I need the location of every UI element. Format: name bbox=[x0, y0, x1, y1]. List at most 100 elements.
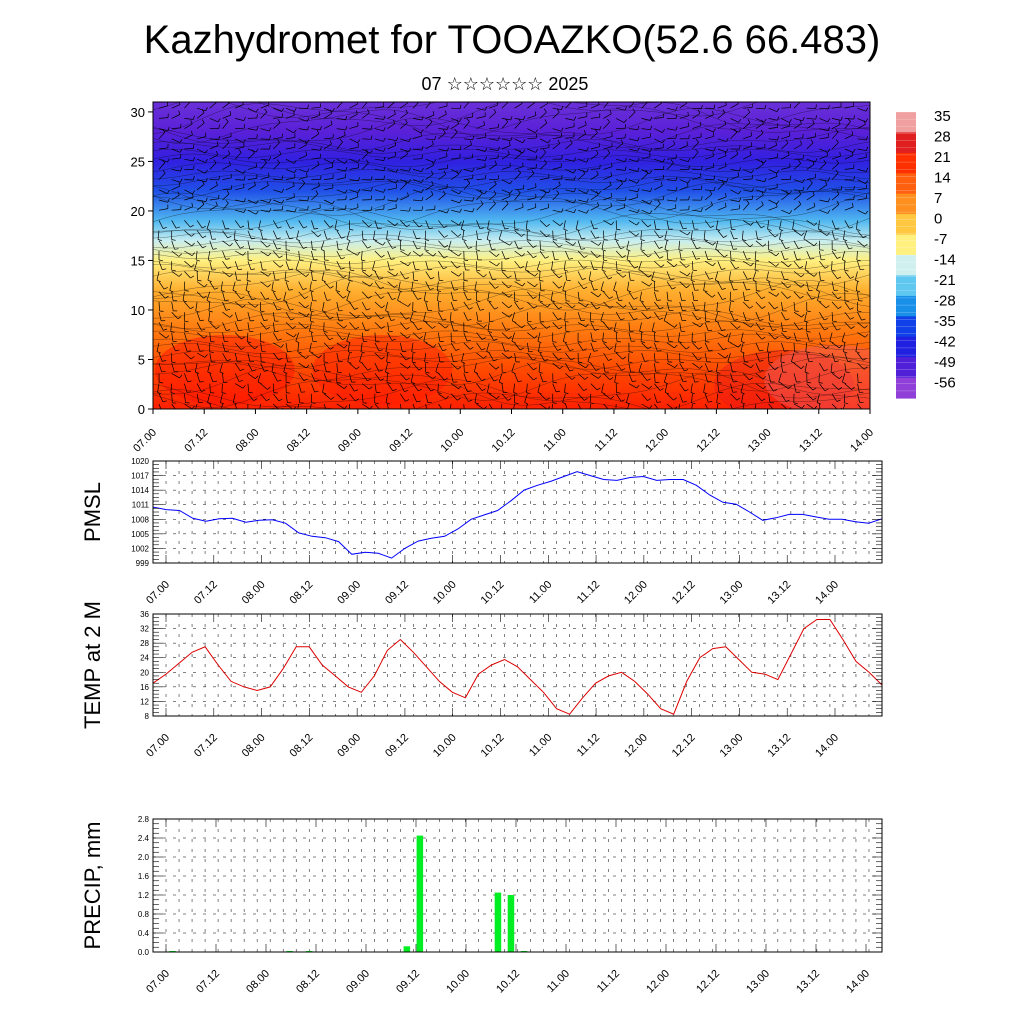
wind-barb-flag bbox=[266, 326, 270, 330]
wind-barb-staff bbox=[588, 271, 592, 281]
wind-barb-flag bbox=[269, 208, 272, 213]
wind-barb bbox=[208, 301, 213, 313]
wind-barb-staff bbox=[654, 158, 663, 163]
wind-barb-staff bbox=[730, 153, 739, 160]
wind-barb bbox=[171, 148, 183, 153]
wind-barb-flag bbox=[243, 208, 246, 213]
wind-barb-flag bbox=[383, 137, 386, 142]
wind-barb bbox=[565, 102, 572, 109]
wind-barb-staff bbox=[424, 240, 427, 250]
wind-barb-staff bbox=[715, 240, 719, 250]
wind-barb bbox=[336, 312, 344, 322]
wind-barb-staff bbox=[400, 362, 408, 369]
wind-barb bbox=[438, 147, 450, 152]
wind-barb-staff bbox=[425, 114, 435, 119]
wind-barb-flag bbox=[691, 402, 696, 405]
wind-barb-flag bbox=[590, 320, 595, 323]
wind-barb-flag bbox=[454, 309, 459, 311]
wind-barb-staff bbox=[436, 281, 439, 291]
wind-barb bbox=[374, 127, 386, 132]
wind-barb-flag bbox=[651, 279, 656, 283]
wind-barb-flag bbox=[542, 148, 547, 153]
wind-barb bbox=[755, 118, 767, 123]
wind-barb-staff bbox=[437, 291, 439, 301]
wind-barb-staff bbox=[577, 373, 586, 380]
wind-barb bbox=[743, 131, 753, 140]
wind-barb-staff bbox=[349, 138, 358, 144]
wind-barb-staff bbox=[616, 199, 626, 201]
wind-barb-staff bbox=[247, 184, 256, 191]
wind-barb-flag bbox=[800, 102, 801, 103]
wind-barb-staff bbox=[730, 373, 734, 383]
wind-barb bbox=[234, 149, 242, 160]
wind-barb-flag bbox=[344, 405, 348, 409]
wind-barb bbox=[260, 383, 271, 390]
wind-barb bbox=[755, 201, 764, 211]
wind-barb-staff bbox=[641, 220, 649, 228]
wind-barb-flag bbox=[509, 314, 513, 318]
wind-barb-staff bbox=[653, 393, 658, 403]
wind-barb-staff bbox=[323, 113, 332, 119]
wind-barb-staff bbox=[639, 291, 642, 301]
wind-barb bbox=[297, 342, 302, 354]
wind-barb bbox=[194, 363, 200, 374]
wind-barb bbox=[209, 322, 220, 330]
wind-barb bbox=[552, 393, 557, 404]
wind-barb bbox=[349, 110, 358, 119]
wind-barb bbox=[158, 301, 164, 312]
wind-barb-staff bbox=[336, 322, 345, 329]
wind-barb bbox=[171, 205, 182, 211]
wind-barb bbox=[526, 383, 531, 394]
wind-barb-staff bbox=[666, 352, 669, 362]
wind-barb-staff bbox=[590, 301, 597, 310]
wind-barb-staff bbox=[197, 199, 207, 202]
wind-barb-flag bbox=[407, 365, 411, 369]
wind-barb-staff bbox=[257, 373, 261, 383]
wind-barb-staff bbox=[184, 342, 188, 352]
wind-barb-staff bbox=[309, 301, 312, 311]
wind-barb bbox=[222, 190, 230, 201]
wind-barb bbox=[565, 176, 576, 181]
wind-barb-staff bbox=[385, 301, 388, 311]
wind-barb-staff bbox=[704, 312, 707, 322]
wind-barb bbox=[755, 281, 761, 292]
wind-barb-flag bbox=[509, 241, 513, 246]
wind-barb-flag bbox=[722, 109, 726, 113]
wind-barb-staff bbox=[663, 373, 668, 383]
wind-barb-flag bbox=[762, 385, 767, 390]
wind-barb bbox=[692, 109, 701, 119]
wind-barb-staff bbox=[628, 111, 636, 119]
wind-barb bbox=[768, 107, 780, 113]
wind-barb bbox=[552, 105, 564, 111]
wind-barb-staff bbox=[171, 169, 181, 172]
wind-barb-flag bbox=[708, 401, 713, 403]
wind-barb bbox=[476, 106, 488, 111]
wind-barb bbox=[526, 230, 532, 241]
wind-barb-staff bbox=[768, 403, 774, 409]
wind-barb bbox=[349, 322, 359, 330]
wind-barb-staff bbox=[730, 312, 735, 321]
wind-barb bbox=[247, 199, 259, 204]
wind-barb bbox=[563, 220, 568, 231]
wind-barb-staff bbox=[501, 352, 510, 359]
wind-barb-staff bbox=[362, 128, 372, 130]
wind-barb bbox=[601, 240, 606, 252]
wind-barb-staff bbox=[565, 209, 575, 214]
wind-barb bbox=[196, 107, 208, 112]
wind-barb-flag bbox=[569, 369, 574, 372]
wind-barb-staff bbox=[628, 128, 638, 130]
wind-barb-staff bbox=[501, 189, 511, 194]
wind-barb bbox=[488, 352, 498, 362]
wind-barb-flag bbox=[217, 118, 221, 122]
wind-barb-flag bbox=[581, 248, 586, 250]
wind-barb-flag bbox=[268, 199, 272, 203]
wind-barb bbox=[589, 403, 592, 409]
wind-barb bbox=[716, 403, 719, 409]
wind-barb-flag bbox=[607, 149, 611, 154]
wind-barb bbox=[222, 139, 230, 150]
wind-barb-staff bbox=[476, 301, 481, 311]
wind-barb-staff bbox=[590, 174, 599, 180]
wind-barb-staff bbox=[361, 162, 369, 170]
wind-barb-staff bbox=[514, 121, 522, 129]
wind-barb-staff bbox=[488, 301, 495, 310]
